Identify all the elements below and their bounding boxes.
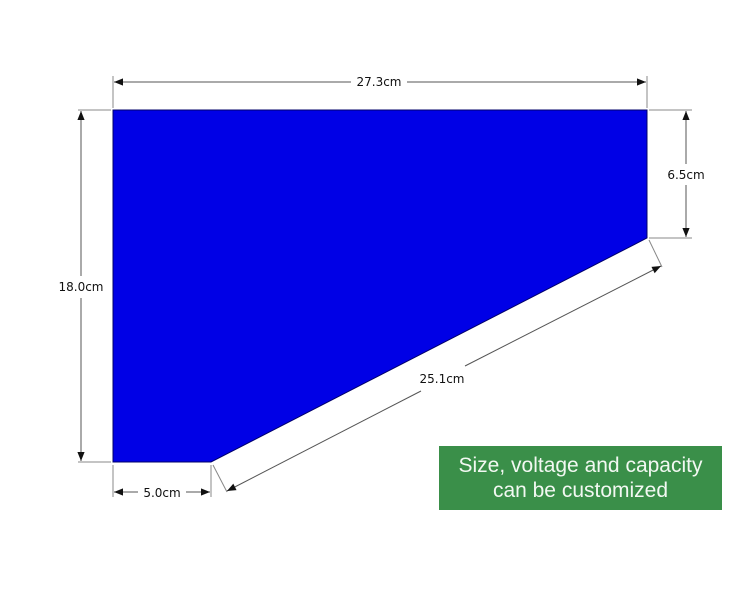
note-line-2: can be customized [492, 479, 669, 502]
top-width-label: 27.3cm [356, 75, 401, 89]
slant-length-label: 25.1cm [419, 372, 464, 386]
slant-dimension-line [226, 390, 422, 492]
battery-shape [112, 109, 648, 463]
customization-note-banner: Size, voltage and capacity can be custom… [439, 446, 722, 510]
left-height-label: 18.0cm [58, 280, 103, 294]
bottom-width-label: 5.0cm [143, 486, 180, 500]
right-height-label: 6.5cm [667, 168, 704, 182]
note-line-1: Size, voltage and capacity [458, 454, 703, 477]
